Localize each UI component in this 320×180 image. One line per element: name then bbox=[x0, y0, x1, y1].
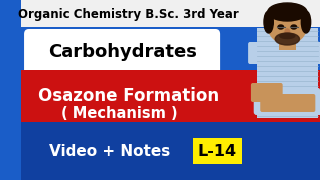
FancyBboxPatch shape bbox=[260, 94, 315, 112]
FancyBboxPatch shape bbox=[279, 36, 296, 50]
Ellipse shape bbox=[268, 3, 307, 21]
Ellipse shape bbox=[268, 6, 307, 44]
Text: Carbohydrates: Carbohydrates bbox=[48, 43, 196, 61]
FancyBboxPatch shape bbox=[254, 91, 320, 115]
Text: Video + Notes: Video + Notes bbox=[49, 143, 171, 159]
Text: L-14: L-14 bbox=[198, 143, 237, 159]
Ellipse shape bbox=[265, 21, 272, 31]
FancyBboxPatch shape bbox=[193, 138, 242, 164]
Ellipse shape bbox=[275, 33, 300, 45]
FancyBboxPatch shape bbox=[21, 122, 320, 180]
Text: Organic Chemistry B.Sc. 3rd Year: Organic Chemistry B.Sc. 3rd Year bbox=[18, 8, 239, 21]
FancyBboxPatch shape bbox=[21, 0, 320, 27]
FancyBboxPatch shape bbox=[251, 83, 283, 102]
Text: Osazone Formation: Osazone Formation bbox=[38, 87, 219, 105]
FancyBboxPatch shape bbox=[248, 42, 320, 64]
Text: ( Mechanism ): ( Mechanism ) bbox=[61, 105, 178, 120]
FancyBboxPatch shape bbox=[258, 28, 318, 118]
FancyBboxPatch shape bbox=[290, 88, 320, 107]
Ellipse shape bbox=[280, 33, 295, 39]
Ellipse shape bbox=[264, 11, 273, 33]
Ellipse shape bbox=[301, 11, 311, 33]
Ellipse shape bbox=[278, 25, 284, 29]
FancyBboxPatch shape bbox=[24, 29, 220, 75]
Ellipse shape bbox=[285, 29, 290, 35]
FancyBboxPatch shape bbox=[21, 70, 320, 122]
Ellipse shape bbox=[291, 25, 297, 29]
Ellipse shape bbox=[303, 21, 309, 31]
